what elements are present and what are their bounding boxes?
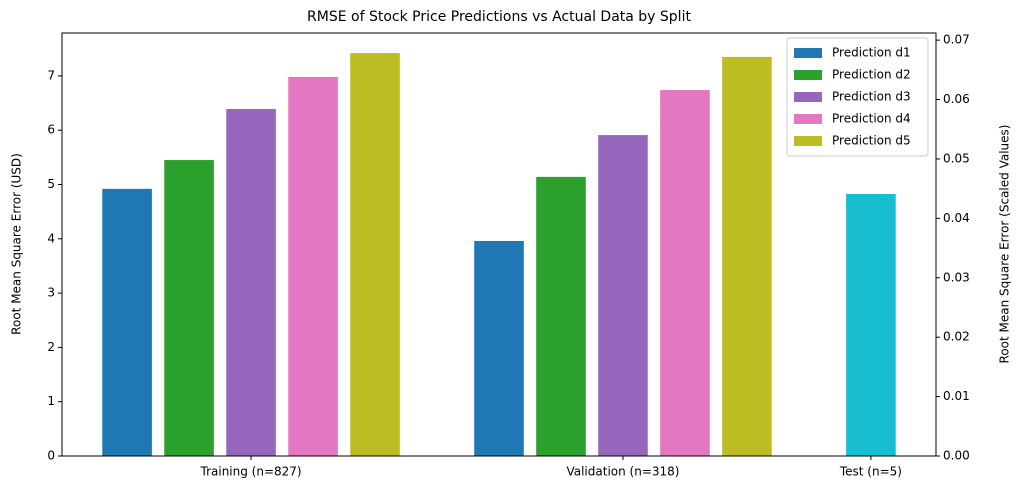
legend-label: Prediction d3 — [832, 90, 911, 104]
legend-box — [786, 37, 929, 157]
y2-tick-label: 0.06 — [943, 92, 970, 106]
y2-tick-label: 0.04 — [943, 211, 970, 225]
y-tick-label: 0 — [47, 449, 55, 463]
bar — [350, 53, 400, 457]
y-axis-label: Root Mean Square Error (USD) — [10, 153, 24, 335]
legend-swatch — [794, 70, 822, 80]
chart-title: RMSE of Stock Price Predictions vs Actua… — [307, 9, 691, 25]
legend-swatch — [794, 48, 822, 58]
y2-tick-label: 0.07 — [943, 33, 970, 47]
y2-tick-label: 0.03 — [943, 270, 970, 284]
y-tick-label: 6 — [47, 123, 55, 137]
bar — [722, 56, 772, 456]
y-tick-label: 1 — [47, 394, 55, 408]
bar — [102, 188, 152, 456]
legend-label: Prediction d4 — [832, 112, 911, 126]
legend-label: Prediction d1 — [832, 46, 911, 60]
legend-label: Prediction d5 — [832, 134, 911, 148]
bar — [288, 76, 338, 457]
legend-swatch — [794, 92, 822, 102]
y2-tick-label: 0.02 — [943, 330, 970, 344]
y2-tick-label: 0.05 — [943, 151, 970, 165]
legend-swatch — [794, 114, 822, 124]
y-tick-label: 5 — [47, 177, 55, 191]
legend-swatch — [794, 136, 822, 146]
y2-axis-label: Root Mean Square Error (Scaled Values) — [998, 125, 1012, 364]
y-tick-label: 4 — [47, 231, 55, 245]
bar — [226, 109, 276, 456]
x-tick-label: Validation (n=318) — [566, 465, 679, 479]
bar — [536, 176, 586, 456]
y2-tick-label: 0.01 — [943, 389, 970, 403]
x-tick-label: Training (n=827) — [200, 465, 302, 479]
x-tick-label: Test (n=5) — [839, 465, 902, 479]
bar — [474, 240, 524, 456]
plot-frame — [61, 32, 937, 457]
y-tick-label: 2 — [47, 340, 55, 354]
bar — [164, 160, 214, 456]
bar — [660, 90, 710, 456]
bar — [846, 194, 896, 456]
y-tick-label: 3 — [47, 286, 55, 300]
y2-tick-label: 0.00 — [943, 449, 970, 463]
y-tick-label: 7 — [47, 68, 55, 82]
legend-label: Prediction d2 — [832, 68, 911, 82]
bar — [598, 135, 648, 456]
